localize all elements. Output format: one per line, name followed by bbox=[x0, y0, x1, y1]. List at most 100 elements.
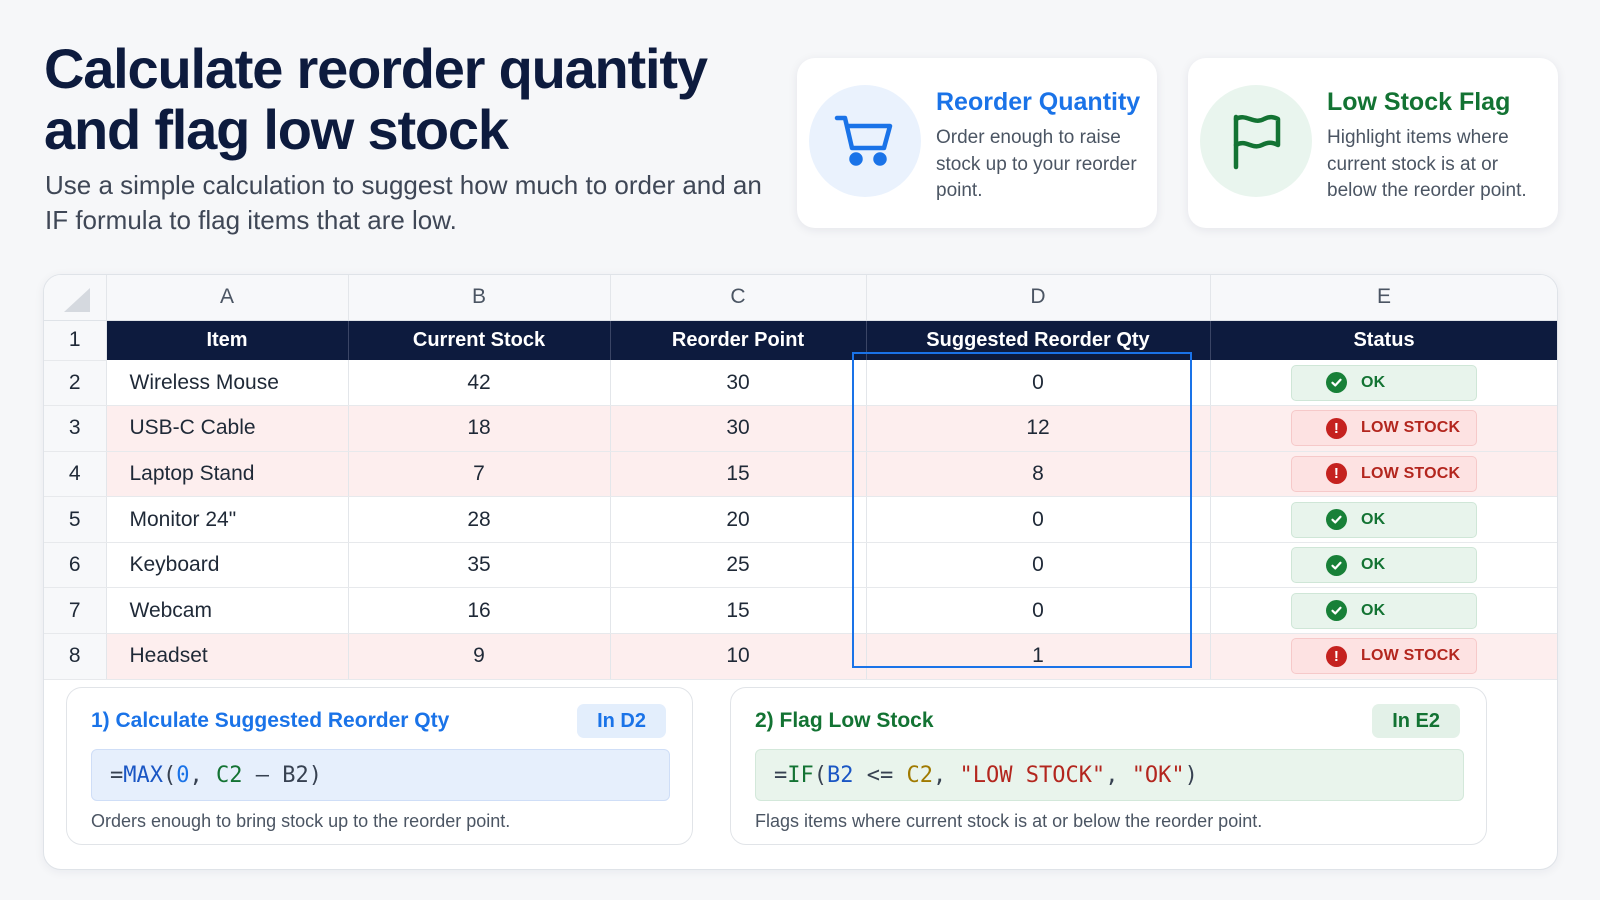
cell-current-stock[interactable]: 35 bbox=[348, 542, 611, 589]
column-header-c[interactable]: C bbox=[610, 275, 867, 321]
row-number[interactable]: 3 bbox=[44, 405, 107, 452]
column-header-b[interactable]: B bbox=[348, 275, 611, 321]
flag-icon bbox=[1200, 85, 1312, 197]
header-cell-current-stock[interactable]: Current Stock bbox=[348, 320, 611, 360]
reorder-formula-note: Orders enough to bring stock up to the r… bbox=[91, 811, 511, 831]
cell-current-stock[interactable]: 7 bbox=[348, 451, 611, 498]
ok-badge: OK bbox=[1291, 547, 1477, 584]
low-stock-badge: ! LOW STOCK bbox=[1291, 638, 1477, 675]
check-circle-icon bbox=[1326, 372, 1347, 394]
column-header-d[interactable]: D bbox=[866, 275, 1211, 321]
cell-suggested-reorder-qty[interactable]: 0 bbox=[866, 360, 1211, 407]
table-row: 8 Headset 9 10 1 ! LOW STOCK bbox=[44, 633, 1557, 680]
row-number[interactable]: 2 bbox=[44, 360, 107, 407]
select-all-corner[interactable] bbox=[44, 275, 107, 321]
cell-item[interactable]: USB-C Cable bbox=[106, 405, 349, 452]
cell-status[interactable]: OK bbox=[1210, 542, 1557, 589]
row-number[interactable]: 1 bbox=[44, 320, 107, 361]
shopping-cart-icon bbox=[809, 85, 921, 197]
status-label: OK bbox=[1361, 510, 1386, 528]
cell-current-stock[interactable]: 42 bbox=[348, 360, 611, 407]
low-stock-flag-card: Low Stock Flag Highlight items where cur… bbox=[1188, 58, 1558, 228]
alert-icon: ! bbox=[1326, 417, 1347, 439]
low-stock-flag-card-description: Highlight items where current stock is a… bbox=[1327, 127, 1527, 201]
cell-item[interactable]: Keyboard bbox=[106, 542, 349, 589]
reorder-quantity-card-description: Order enough to raise stock up to your r… bbox=[936, 127, 1137, 201]
cell-current-stock[interactable]: 16 bbox=[348, 587, 611, 635]
flag-formula-panel: 2) Flag Low Stock In E2 = IF(B2 <= C2, "L… bbox=[730, 687, 1487, 845]
row-number[interactable]: 5 bbox=[44, 496, 107, 543]
cell-current-stock[interactable]: 9 bbox=[348, 633, 611, 680]
cell-item[interactable]: Headset bbox=[106, 633, 349, 680]
alert-icon: ! bbox=[1326, 645, 1347, 667]
cell-suggested-reorder-qty[interactable]: 12 bbox=[866, 405, 1211, 452]
cell-item[interactable]: Laptop Stand bbox=[106, 451, 349, 498]
check-circle-icon bbox=[1326, 600, 1347, 622]
low-stock-flag-card-title: Low Stock Flag bbox=[1327, 88, 1511, 116]
cell-current-stock[interactable]: 28 bbox=[348, 496, 611, 543]
table-row: 6 Keyboard 35 25 0 OK bbox=[44, 542, 1557, 589]
table-row: 3 USB-C Cable 18 30 12! LOW STOCK bbox=[44, 405, 1557, 452]
row-number[interactable]: 6 bbox=[44, 542, 107, 589]
header-cell-reorder-point[interactable]: Reorder Point bbox=[610, 320, 867, 360]
flag-formula-code[interactable]: = IF(B2 <= C2, "LOW STOCK", "OK") bbox=[755, 749, 1464, 801]
cell-suggested-reorder-qty[interactable]: 0 bbox=[866, 542, 1211, 589]
reorder-formula-cell-badge: In D2 bbox=[577, 704, 666, 738]
column-header-a[interactable]: A bbox=[106, 275, 349, 321]
cell-item[interactable]: Monitor 24" bbox=[106, 496, 349, 543]
status-label: OK bbox=[1361, 601, 1386, 619]
check-circle-icon bbox=[1326, 554, 1347, 576]
low-stock-badge: ! LOW STOCK bbox=[1291, 410, 1477, 447]
cell-status[interactable]: OK bbox=[1210, 587, 1557, 635]
header-cell-suggested-reorder-qty[interactable]: Suggested Reorder Qty bbox=[866, 320, 1211, 360]
cell-item[interactable]: Wireless Mouse bbox=[106, 360, 349, 407]
status-label: OK bbox=[1361, 556, 1386, 574]
cell-status[interactable]: ! LOW STOCK bbox=[1210, 405, 1557, 452]
cell-current-stock[interactable]: 18 bbox=[348, 405, 611, 452]
ok-badge: OK bbox=[1291, 364, 1477, 401]
cell-status[interactable]: OK bbox=[1210, 360, 1557, 407]
page-subtitle: Use a simple calculation to suggest how … bbox=[45, 170, 762, 235]
flag-formula-title: 2) Flag Low Stock bbox=[755, 709, 934, 732]
flag-formula-cell-badge: In E2 bbox=[1372, 704, 1460, 738]
cell-reorder-point[interactable]: 30 bbox=[610, 405, 867, 452]
reorder-quantity-card: Reorder Quantity Order enough to raise s… bbox=[797, 58, 1157, 228]
cell-reorder-point[interactable]: 15 bbox=[610, 451, 867, 498]
header-cell-status[interactable]: Status bbox=[1210, 320, 1557, 360]
table-header-row: 1 Item Current Stock Reorder Point Sugge… bbox=[44, 320, 1557, 361]
cell-status[interactable]: OK bbox=[1210, 496, 1557, 543]
status-label: OK bbox=[1361, 373, 1386, 391]
table-row: 7 Webcam 16 15 0 OK bbox=[44, 587, 1557, 635]
row-number[interactable]: 7 bbox=[44, 587, 107, 635]
status-label: LOW STOCK bbox=[1361, 419, 1461, 437]
reorder-formula-code[interactable]: = MAX(0, C2 – B2) bbox=[91, 749, 670, 801]
cell-suggested-reorder-qty[interactable]: 0 bbox=[866, 496, 1211, 543]
ok-badge: OK bbox=[1291, 592, 1477, 629]
table-row: 2 Wireless Mouse 42 30 0 OK bbox=[44, 360, 1557, 407]
ok-badge: OK bbox=[1291, 501, 1477, 538]
cell-suggested-reorder-qty[interactable]: 0 bbox=[866, 587, 1211, 635]
cell-reorder-point[interactable]: 20 bbox=[610, 496, 867, 543]
cell-item[interactable]: Webcam bbox=[106, 587, 349, 635]
table-row: 4 Laptop Stand 7 15 8 ! LOW STOCK bbox=[44, 451, 1557, 498]
reorder-quantity-card-title: Reorder Quantity bbox=[936, 88, 1141, 116]
table-row: 5 Monitor 24" 28 20 0 OK bbox=[44, 496, 1557, 543]
check-circle-icon bbox=[1326, 509, 1347, 531]
cell-reorder-point[interactable]: 15 bbox=[610, 587, 867, 635]
cell-suggested-reorder-qty[interactable]: 8 bbox=[866, 451, 1211, 498]
cell-reorder-point[interactable]: 30 bbox=[610, 360, 867, 407]
cell-status[interactable]: ! LOW STOCK bbox=[1210, 633, 1557, 680]
reorder-formula-panel: 1) Calculate Suggested Reorder Qty In D2… bbox=[66, 687, 693, 845]
header-cell-item[interactable]: Item bbox=[106, 320, 349, 360]
column-header-e[interactable]: E bbox=[1210, 275, 1557, 321]
spreadsheet-grid: A B C D E 1 Item Current Stock Reorder P… bbox=[44, 275, 1557, 680]
cell-reorder-point[interactable]: 25 bbox=[610, 542, 867, 589]
low-stock-badge: ! LOW STOCK bbox=[1291, 455, 1477, 492]
row-number[interactable]: 4 bbox=[44, 451, 107, 498]
cell-reorder-point[interactable]: 10 bbox=[610, 633, 867, 680]
column-header-row: A B C D E bbox=[44, 275, 1557, 321]
cell-suggested-reorder-qty[interactable]: 1 bbox=[866, 633, 1211, 680]
cell-status[interactable]: ! LOW STOCK bbox=[1210, 451, 1557, 498]
spreadsheet-panel: A B C D E 1 Item Current Stock Reorder P… bbox=[43, 274, 1558, 870]
row-number[interactable]: 8 bbox=[44, 633, 107, 680]
